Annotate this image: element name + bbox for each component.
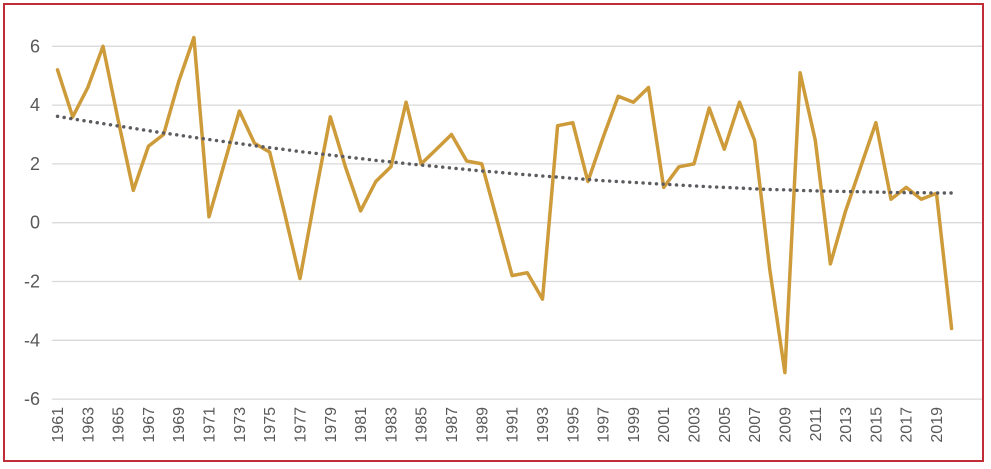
x-tick-label: 1983 — [383, 407, 400, 443]
x-tick-label: 2011 — [808, 407, 825, 442]
series-layer — [55, 35, 954, 375]
x-tick-label: 2013 — [838, 407, 855, 443]
x-tick-label: 1995 — [565, 407, 582, 443]
x-tick-label: 1981 — [353, 407, 370, 443]
x-axis-labels: 1961 1963 1965 1967 1969 1971 1973 1975 1977 1979… — [50, 407, 946, 443]
y-tick-label: -6 — [24, 389, 40, 409]
x-tick-label: 1993 — [535, 407, 552, 443]
y-axis-labels: 6 4 2 0 -2 -4 -6 — [24, 36, 40, 409]
x-tick-label: 1991 — [505, 407, 522, 443]
x-tick-label: 1965 — [111, 407, 128, 443]
x-tick-label: 2017 — [899, 407, 916, 443]
x-tick-label: 1999 — [626, 407, 643, 443]
x-tick-label: 2001 — [656, 407, 673, 443]
x-tick-label: 1961 — [50, 407, 67, 443]
x-tick-label: 1997 — [596, 407, 613, 443]
x-tick-label: 1979 — [323, 407, 340, 443]
x-tick-label: 1975 — [262, 407, 279, 443]
x-tick-label: 2019 — [929, 407, 946, 443]
series-trendline — [55, 114, 954, 195]
x-tick-label: 1989 — [474, 407, 491, 443]
x-tick-label: 1977 — [293, 407, 310, 443]
x-tick-label: 1969 — [171, 407, 188, 443]
x-tick-label: 1987 — [444, 407, 461, 443]
x-tick-label: 2007 — [747, 407, 764, 443]
x-tick-label: 1967 — [141, 407, 158, 443]
series-annual-values — [55, 35, 954, 375]
x-tick-label: 2003 — [687, 407, 704, 443]
y-tick-label: -4 — [24, 330, 40, 350]
x-tick-label: 1963 — [80, 407, 97, 443]
y-tick-label: 2 — [30, 154, 40, 174]
x-tick-label: 1973 — [232, 407, 249, 443]
y-tick-label: -2 — [24, 272, 40, 292]
y-tick-label: 0 — [30, 213, 40, 233]
x-tick-label: 2015 — [868, 407, 885, 443]
x-tick-label: 2009 — [777, 407, 794, 443]
x-tick-label: 2005 — [717, 407, 734, 443]
y-tick-label: 4 — [30, 95, 40, 115]
gridlines — [52, 45, 982, 400]
x-tick-label: 1985 — [414, 407, 431, 443]
x-tick-label: 1971 — [202, 407, 219, 443]
y-tick-label: 6 — [30, 36, 40, 56]
